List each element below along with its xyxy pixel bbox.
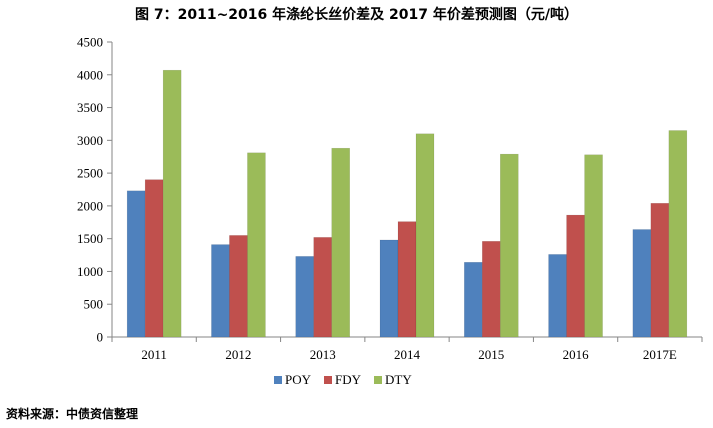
bar-poy-2013 [295,256,314,338]
x-tick-label: 2017E [643,347,677,362]
bar-fdy-2014 [397,221,417,338]
y-tick-label: 2500 [77,166,103,181]
x-tick-label: 2012 [225,347,251,362]
bar-fdy-2017e [650,203,670,338]
bar-dty-2015 [500,153,519,338]
x-tick-label: 2013 [310,347,336,362]
legend-label-dty: DTY [385,372,412,387]
y-tick-label: 3500 [77,100,103,115]
y-tick-label: 2000 [77,198,103,213]
bar-dty-2012 [247,152,266,338]
bar-poy-2016 [548,254,567,338]
legend-swatch-poy [274,376,282,384]
chart-title: 图 7：2011~2016 年涤纶长丝价差及 2017 年价差预测图（元/吨） [135,7,578,23]
y-tick-label: 1000 [77,264,103,279]
bar-fdy-2013 [313,237,332,338]
bar-fdy-2011 [144,179,164,338]
y-tick-label: 1500 [77,231,103,246]
bar-dty-2016 [584,154,603,338]
bar-poy-2011 [126,190,146,338]
x-tick-label: 2015 [478,347,504,362]
chart-bars [126,69,688,338]
bar-poy-2015 [464,262,483,338]
legend-label-fdy: FDY [335,372,362,387]
y-tick-label: 4000 [77,67,103,82]
source-note: 资料来源：中债资信整理 [6,407,139,421]
y-tick-label: 0 [97,330,104,345]
x-tick-label: 2014 [394,347,421,362]
y-tick-label: 500 [84,297,104,312]
bar-dty-2011 [162,69,182,338]
y-tick-label: 3000 [77,133,103,148]
bar-fdy-2016 [566,214,585,338]
legend-label-poy: POY [285,372,312,387]
bar-fdy-2015 [482,241,501,338]
y-tick-label: 4500 [77,35,103,50]
bar-dty-2017e [668,130,688,338]
legend-swatch-fdy [324,376,332,384]
bar-poy-2014 [379,239,399,338]
chart-axes: 0 500 1000 1500 2000 2500 3000 3500 4000 4500 2011… [77,35,703,362]
x-tick-label: 2016 [563,347,590,362]
bar-poy-2012 [211,244,230,338]
bar-fdy-2012 [229,235,248,338]
legend-swatch-dty [374,376,382,384]
bar-dty-2014 [415,133,435,338]
chart-legend: POY FDY DTY [274,372,412,387]
x-tick-label: 2011 [141,347,167,362]
bar-dty-2013 [331,147,350,338]
bar-poy-2017e [632,229,652,338]
